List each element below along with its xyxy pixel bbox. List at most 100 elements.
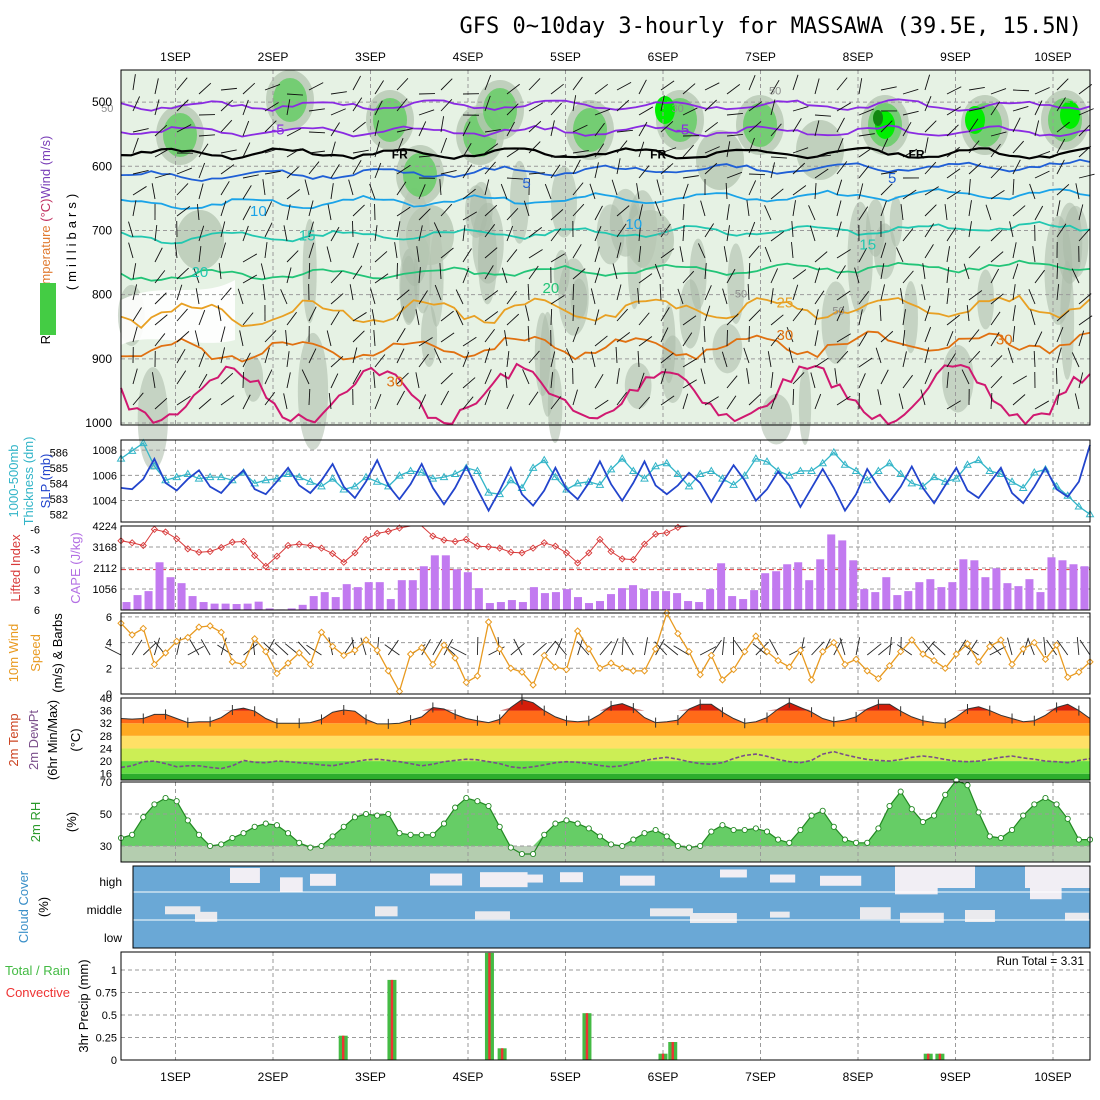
wind-barb [194, 330, 200, 347]
rh-shade-green [743, 103, 777, 147]
wind-barb [242, 352, 251, 368]
thickness-point [283, 469, 293, 478]
thickness-point [885, 458, 894, 467]
wind-speed-point [206, 622, 214, 630]
cape-bar [584, 603, 593, 610]
rh-point [162, 794, 169, 802]
cape-bar [651, 591, 660, 610]
cape-bar [1003, 583, 1012, 610]
thickness-point [573, 478, 583, 487]
cloud-mid-block [770, 911, 790, 918]
wind-barb [154, 173, 171, 179]
wind-barb [242, 142, 251, 158]
wind-barb [387, 639, 399, 656]
rh-point [463, 794, 470, 802]
wind-barb [506, 121, 515, 137]
thickness-ylabel-1: 1000-500mb [6, 445, 21, 518]
thickness-point [628, 466, 638, 474]
rh-point [530, 850, 537, 858]
cape-bar [728, 596, 737, 610]
wind-barb [699, 646, 717, 656]
wind-speed-point [172, 637, 181, 645]
li-point [507, 548, 515, 556]
wind-speed-point [429, 660, 437, 669]
rh-point [296, 839, 303, 846]
wind-barb [394, 242, 398, 259]
wind-barb [396, 348, 405, 364]
thickness-point [829, 447, 839, 456]
li-point [351, 549, 359, 557]
cloud-high-block [430, 873, 463, 886]
wind-barb [286, 128, 302, 137]
wind-barb [814, 154, 831, 158]
wind-barb [858, 373, 866, 389]
wind-barb [902, 148, 918, 158]
wind-barb [352, 149, 369, 154]
wind-barb [264, 120, 277, 133]
wind-barb [527, 283, 530, 301]
thickness-point [1029, 467, 1039, 476]
wind-speed-point [908, 636, 916, 644]
wind-barb [1032, 246, 1036, 263]
thickness-point [1041, 464, 1050, 473]
wind-barb [237, 288, 244, 305]
thickness-point [216, 472, 226, 481]
wind-barb [242, 120, 250, 137]
wind-barb [726, 375, 738, 389]
li-point [395, 524, 404, 532]
wind-barb [594, 122, 605, 137]
rh-point [563, 817, 570, 824]
wind-barb [770, 79, 780, 95]
cape-bar [629, 585, 638, 610]
li-point [484, 543, 493, 551]
rh-point [596, 833, 603, 840]
cape-bar [243, 603, 252, 610]
wind-barb [898, 393, 904, 410]
wind-barb [440, 78, 453, 91]
wind-barb [748, 393, 761, 406]
rh-shade-gray [399, 248, 420, 323]
cape-bar [662, 591, 671, 610]
wind-10m-panel: 0 2 4 6 10m Wind Speed (m/s) & Barbs [6, 609, 1094, 701]
wind-barb [1056, 284, 1060, 301]
wind-barb [572, 326, 579, 343]
cape-bar [618, 588, 627, 610]
wind-barb [154, 314, 168, 326]
wind-barb [264, 201, 273, 217]
wind-barb [1012, 117, 1021, 133]
li-point [328, 549, 337, 558]
wind-barb [198, 246, 202, 263]
wind-speed-point [696, 671, 704, 679]
cape-bar [827, 534, 836, 610]
thickness-point [294, 472, 304, 481]
wind-barb [264, 222, 273, 238]
wind-barb [396, 78, 409, 91]
wind-barb [616, 242, 622, 259]
wind-barb [791, 242, 794, 259]
wind-barb [682, 144, 694, 158]
wind-barb [484, 290, 499, 301]
wind-barb [814, 251, 828, 263]
wind-barb [189, 639, 200, 656]
wind-barb [1078, 173, 1095, 179]
wind-barb [880, 284, 886, 301]
thickness-point [595, 480, 605, 488]
wind-barb [946, 189, 961, 200]
wind-barb [654, 200, 662, 217]
rh-shade-bright [965, 106, 985, 134]
wind-barb [677, 288, 684, 305]
precip-convective-bar [342, 1035, 345, 1060]
wind-barb [462, 377, 476, 389]
thickness-point [840, 460, 850, 468]
wind-barb [374, 80, 384, 95]
wind-barb [638, 312, 650, 326]
wind-barb [396, 164, 411, 175]
wind-barb [328, 393, 332, 410]
wind-speed-point [540, 651, 548, 660]
cape-bar [706, 589, 715, 610]
wind-barb [418, 337, 433, 347]
wind-ylabel-3: (m/s) & Barbs [50, 613, 65, 693]
contour-label: 20 [543, 280, 560, 297]
contour-label: 30 [387, 373, 404, 390]
wind-barb [968, 221, 972, 238]
